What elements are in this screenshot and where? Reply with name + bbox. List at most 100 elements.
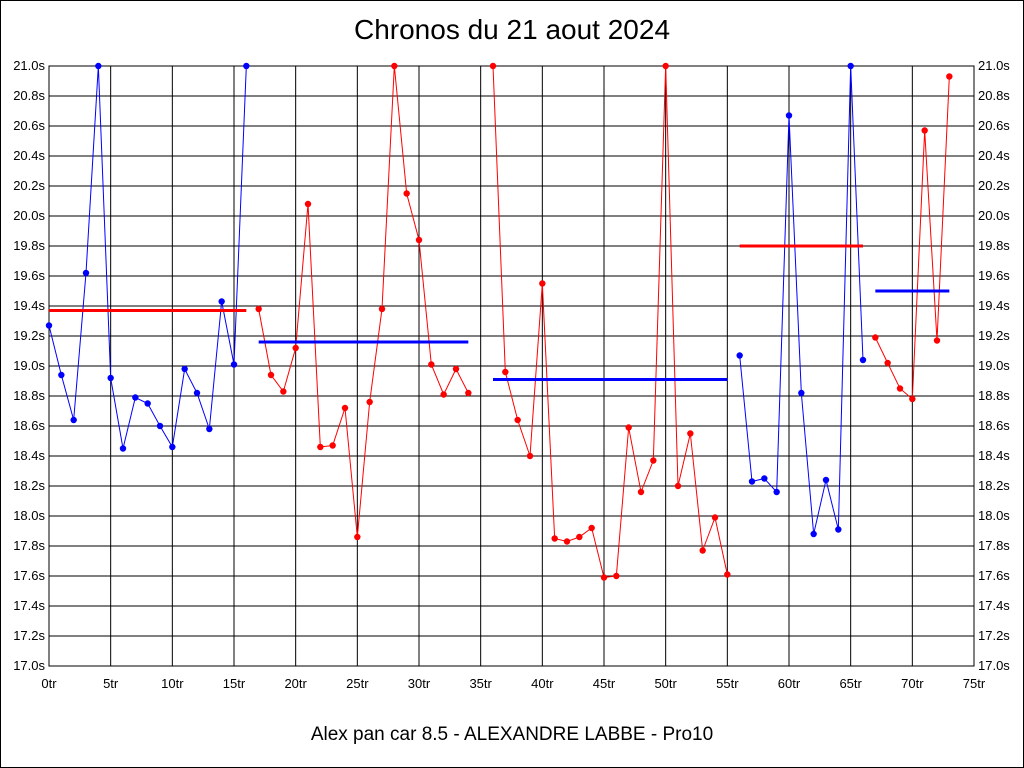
data-point — [588, 524, 595, 532]
y-tick-label-right: 19.8s — [978, 238, 1010, 253]
data-point — [70, 416, 77, 424]
y-tick-label-left: 18.4s — [13, 448, 45, 463]
x-tick-label: 20tr — [284, 676, 307, 691]
data-point — [206, 425, 213, 433]
y-tick-label-left: 19.6s — [13, 268, 45, 283]
data-point — [292, 344, 299, 352]
x-tick-label: 65tr — [839, 676, 862, 691]
data-point — [132, 394, 139, 401]
y-tick-label-left: 21.0s — [13, 58, 45, 73]
data-point — [82, 269, 90, 277]
data-point — [218, 298, 225, 305]
x-tick-label: 60tr — [778, 676, 801, 691]
data-point — [551, 535, 558, 542]
x-tick-label: 5tr — [103, 676, 119, 691]
x-tick-label: 75tr — [963, 676, 986, 691]
data-point — [144, 400, 151, 407]
data-point — [428, 361, 435, 368]
series-line — [739, 65, 864, 535]
y-tick-label-left: 19.4s — [13, 298, 45, 313]
x-tick-label: 15tr — [223, 676, 246, 691]
data-point — [267, 371, 275, 379]
y-tick-label-right: 18.2s — [978, 478, 1010, 493]
data-point — [243, 62, 250, 70]
y-tick-label-right: 20.8s — [978, 88, 1010, 103]
data-point — [810, 530, 817, 538]
x-tick-label: 70tr — [901, 676, 924, 691]
y-tick-label-right: 17.2s — [978, 628, 1010, 643]
y-tick-label-left: 20.2s — [13, 178, 45, 193]
data-point — [354, 533, 361, 541]
y-tick-label-right: 17.8s — [978, 538, 1010, 553]
x-tick-label: 40tr — [531, 676, 554, 691]
series-line — [48, 65, 247, 449]
data-point — [280, 388, 287, 395]
data-point — [884, 359, 891, 367]
y-tick-label-left: 20.4s — [13, 148, 45, 163]
data-point — [539, 280, 546, 287]
data-point — [625, 424, 632, 431]
y-tick-label-right: 19.2s — [978, 328, 1010, 343]
y-tick-label-left: 17.6s — [13, 568, 45, 583]
data-point — [600, 574, 608, 581]
y-tick-label-right: 17.4s — [978, 598, 1010, 613]
data-point — [391, 62, 398, 70]
y-tick-label-right: 19.0s — [978, 358, 1010, 373]
data-point — [761, 475, 768, 482]
data-point — [933, 337, 941, 344]
data-point — [859, 356, 867, 364]
data-point — [847, 62, 854, 70]
y-tick-label-left: 18.2s — [13, 478, 45, 493]
data-point — [489, 62, 497, 70]
data-point — [452, 365, 460, 373]
series-line — [492, 65, 728, 579]
y-tick-label-left: 18.8s — [13, 388, 45, 403]
y-tick-label-left: 19.8s — [13, 238, 45, 253]
x-tick-label: 50tr — [654, 676, 677, 691]
data-point — [576, 533, 583, 541]
y-tick-label-right: 17.6s — [978, 568, 1010, 583]
x-tick-label: 30tr — [408, 676, 431, 691]
data-point — [378, 305, 386, 313]
y-tick-label-right: 17.0s — [978, 658, 1010, 673]
data-point — [304, 200, 312, 208]
plot-border — [48, 65, 975, 667]
data-point — [872, 334, 879, 341]
x-tick-label: 25tr — [346, 676, 369, 691]
y-tick-label-right: 20.2s — [978, 178, 1010, 193]
data-point — [156, 422, 164, 430]
y-tick-label-right: 21.0s — [978, 58, 1010, 73]
y-tick-label-left: 17.8s — [13, 538, 45, 553]
x-tick-label: 55tr — [716, 676, 739, 691]
y-tick-label-right: 19.6s — [978, 268, 1010, 283]
x-tick-label: 35tr — [469, 676, 492, 691]
data-point — [736, 352, 743, 359]
data-point — [637, 488, 645, 496]
data-point — [785, 112, 793, 119]
data-point — [909, 395, 916, 403]
chart-title: Chronos du 21 aout 2024 — [353, 14, 671, 45]
y-tick-label-left: 18.6s — [13, 418, 45, 433]
y-tick-label-right: 20.6s — [978, 118, 1010, 133]
data-point — [366, 398, 373, 406]
series-line — [258, 65, 469, 538]
data-point — [822, 476, 830, 484]
x-tick-label: 0tr — [41, 676, 57, 691]
data-point — [526, 452, 534, 460]
data-point — [798, 389, 805, 397]
data-point — [95, 62, 102, 70]
data-point — [514, 416, 521, 424]
data-point — [674, 482, 682, 490]
y-tick-label-left: 18.0s — [13, 508, 45, 523]
data-point — [465, 389, 472, 397]
y-tick-label-left: 19.2s — [13, 328, 45, 343]
y-tick-label-right: 19.4s — [978, 298, 1010, 313]
y-tick-label-right: 18.8s — [978, 388, 1010, 403]
data-point — [563, 538, 571, 545]
data-point — [119, 445, 127, 452]
data-point — [946, 73, 953, 80]
data-point — [193, 389, 201, 397]
data-point — [699, 547, 706, 554]
data-point — [711, 514, 719, 521]
